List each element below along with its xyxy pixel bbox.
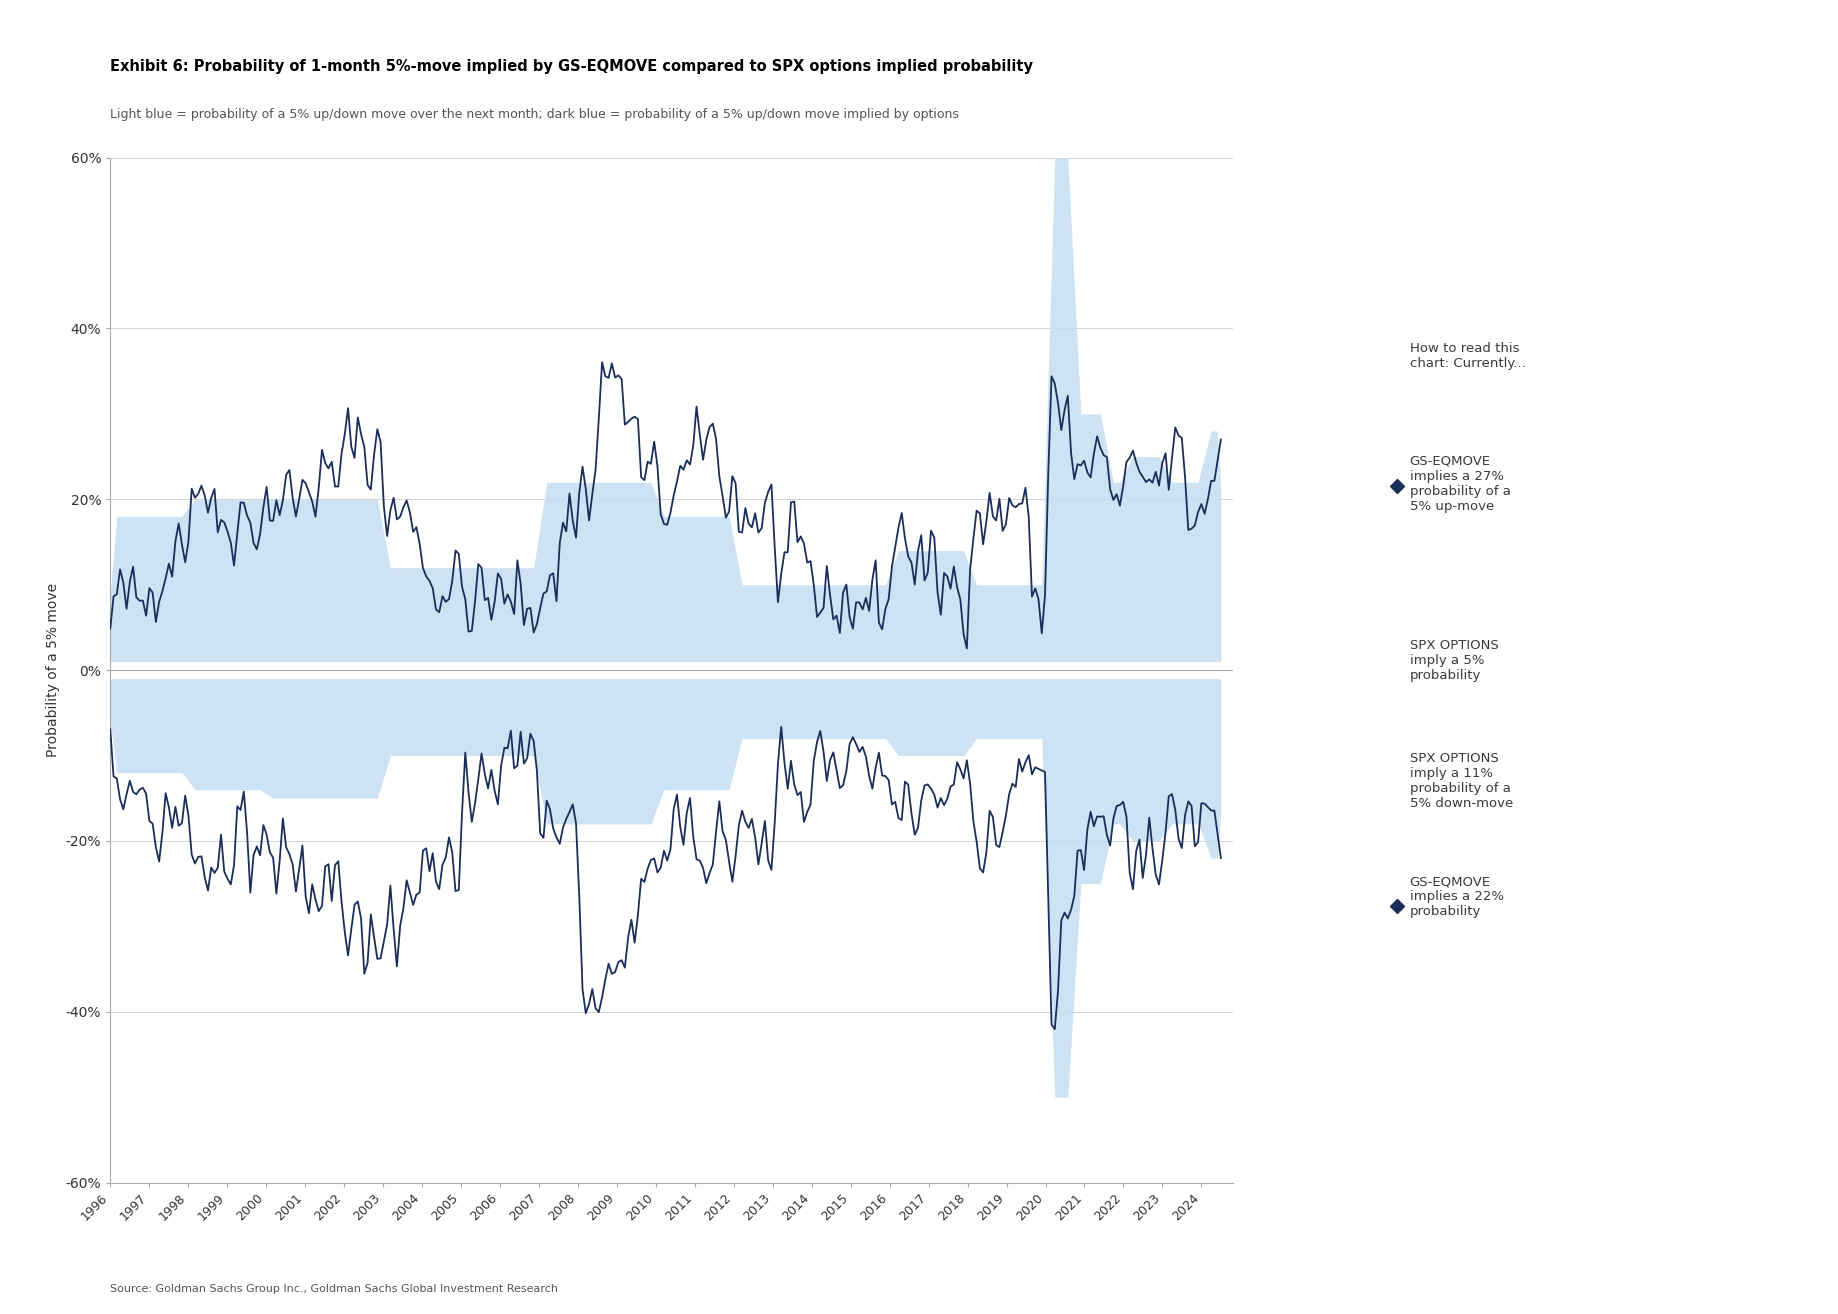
Text: Exhibit 6: Probability of 1-month 5%-move implied by GS-EQMOVE compared to SPX o: Exhibit 6: Probability of 1-month 5%-mov…: [110, 59, 1033, 74]
Text: GS-EQMOVE
implies a 22%
probability: GS-EQMOVE implies a 22% probability: [1410, 875, 1503, 918]
Text: SPX OPTIONS
imply a 5%
probability: SPX OPTIONS imply a 5% probability: [1410, 640, 1498, 682]
Text: SPX OPTIONS
imply a 11%
probability of a
5% down-move: SPX OPTIONS imply a 11% probability of a…: [1410, 752, 1513, 811]
Text: How to read this
chart: Currently...: How to read this chart: Currently...: [1410, 342, 1526, 371]
Y-axis label: Probability of a 5% move: Probability of a 5% move: [46, 583, 61, 757]
Text: GS-EQMOVE
implies a 27%
probability of a
5% up-move: GS-EQMOVE implies a 27% probability of a…: [1410, 455, 1511, 512]
Text: Light blue = probability of a 5% up/down move over the next month; dark blue = p: Light blue = probability of a 5% up/down…: [110, 108, 959, 121]
Text: Source: Goldman Sachs Group Inc., Goldman Sachs Global Investment Research: Source: Goldman Sachs Group Inc., Goldma…: [110, 1284, 559, 1294]
